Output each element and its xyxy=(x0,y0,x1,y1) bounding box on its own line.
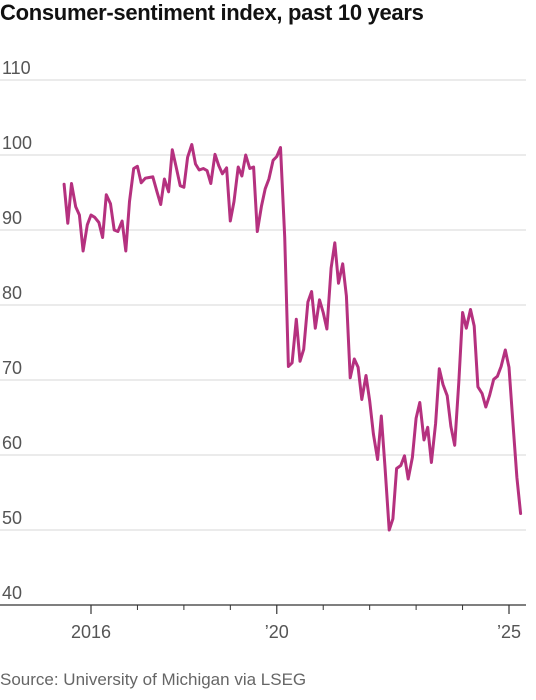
source-note: Source: University of Michigan via LSEG xyxy=(0,670,307,689)
y-tick-label-110: 110 xyxy=(2,58,31,78)
chart-svg: 40 50 60 70 80 90 100 110 2016 ’20 ’25 xyxy=(0,58,526,642)
series-layer xyxy=(62,143,523,532)
gridlines xyxy=(0,79,526,531)
y-tick-label-60: 60 xyxy=(2,433,22,453)
x-tick-label-25: ’25 xyxy=(497,622,521,642)
y-tick-label-40: 40 xyxy=(2,583,22,603)
x-axis xyxy=(0,604,526,614)
y-tick-label-50: 50 xyxy=(2,508,22,528)
sentiment-series-line xyxy=(62,143,523,532)
x-tick-label-20: ’20 xyxy=(265,622,289,642)
y-tick-label-90: 90 xyxy=(2,208,22,228)
tick-labels: 40 50 60 70 80 90 100 110 2016 ’20 ’25 xyxy=(2,58,521,642)
chart-title: Consumer-sentiment index, past 10 years xyxy=(0,0,424,25)
y-tick-label-70: 70 xyxy=(2,358,22,378)
y-tick-label-80: 80 xyxy=(2,283,22,303)
x-tick-label-2016: 2016 xyxy=(71,622,111,642)
y-tick-label-100: 100 xyxy=(2,133,32,153)
